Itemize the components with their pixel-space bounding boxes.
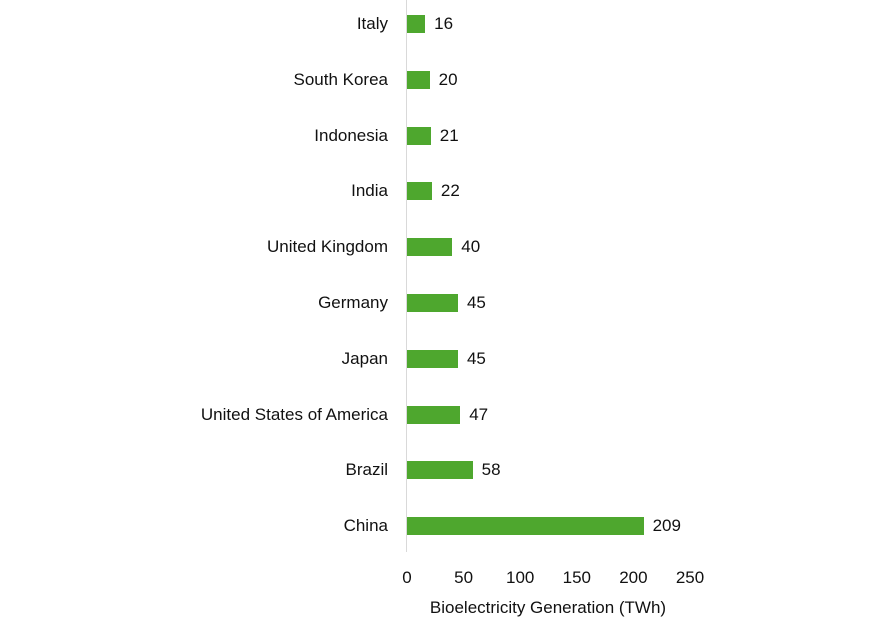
- bar-row: United States of America 47: [0, 403, 882, 427]
- x-tick-label: 250: [675, 568, 705, 587]
- bar: [407, 126, 431, 145]
- value-label: 209: [652, 516, 681, 536]
- category-label: South Korea: [293, 69, 388, 89]
- value-label: 16: [434, 14, 454, 33]
- category-label: United Kingdom: [267, 237, 388, 257]
- category-label: Italy: [356, 14, 388, 33]
- category-label: China: [343, 516, 388, 536]
- bar: [407, 238, 453, 257]
- value-label: 58: [481, 460, 501, 480]
- x-tick-label: 50: [454, 568, 474, 587]
- bar: [407, 70, 430, 89]
- bar-row: Indonesia 21: [0, 124, 882, 148]
- x-tick-label: 200: [619, 568, 648, 587]
- value-label: 47: [469, 404, 489, 424]
- category-label: Brazil: [345, 460, 388, 480]
- bar-row: South Korea 20: [0, 68, 882, 92]
- bar: [407, 517, 644, 536]
- category-label: Indonesia: [314, 125, 388, 145]
- category-label: United States of America: [200, 404, 388, 424]
- category-label: Germany: [318, 293, 388, 312]
- x-tick-label: 100: [506, 568, 535, 587]
- value-label: 22: [440, 181, 460, 201]
- value-label: 45: [466, 293, 486, 312]
- x-tick-label: 0: [402, 568, 412, 587]
- x-tick-label: 150: [562, 568, 591, 587]
- category-label: India: [351, 181, 388, 201]
- bar: [407, 15, 426, 33]
- bar-row: China 209: [0, 514, 882, 538]
- bar: [407, 461, 473, 480]
- bar-row: Germany 45: [0, 291, 882, 315]
- bar-row: Japan 45: [0, 347, 882, 371]
- y-axis-line: [406, 0, 407, 552]
- value-label: 21: [439, 125, 459, 145]
- bar: [407, 405, 461, 424]
- bar-row: Brazil 58: [0, 458, 882, 482]
- bar-row: Italy 16: [0, 12, 882, 36]
- value-label: 40: [461, 237, 481, 257]
- bar: [407, 294, 458, 312]
- value-label: 20: [438, 69, 458, 89]
- bar-row: India 22: [0, 179, 882, 203]
- bar-row: United Kingdom 40: [0, 235, 882, 259]
- x-axis-label: Bioelectricity Generation (TWh): [429, 598, 667, 617]
- bar: [407, 349, 458, 368]
- category-label: Japan: [341, 348, 388, 368]
- value-label: 45: [466, 348, 486, 368]
- bar: [407, 182, 432, 201]
